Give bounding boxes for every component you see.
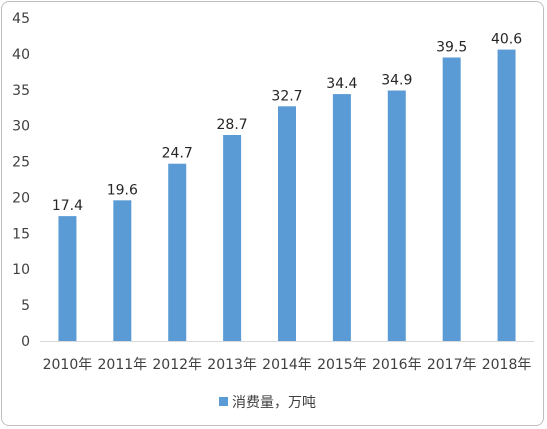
x-tick-label: 2017年 xyxy=(427,357,477,373)
data-label: 32.7 xyxy=(271,88,302,104)
y-tick-label: 35 xyxy=(12,83,30,99)
x-tick-label: 2015年 xyxy=(317,357,367,373)
data-label: 34.4 xyxy=(326,76,357,92)
y-tick-label: 5 xyxy=(21,298,30,314)
bar xyxy=(223,134,242,341)
x-tick-label: 2010年 xyxy=(43,357,93,373)
x-tick-label: 2011年 xyxy=(98,357,148,373)
x-tick-label: 2012年 xyxy=(152,357,202,373)
y-tick-label: 25 xyxy=(12,155,30,171)
legend: 消费量，万吨 xyxy=(219,395,316,411)
x-axis-ticks: 2010年 2011年 2012年 2013年 2014年 2015年 2016年 2017年… xyxy=(43,357,532,373)
y-tick-label: 45 xyxy=(12,11,30,27)
bar xyxy=(497,49,516,342)
x-tick-label: 2013年 xyxy=(207,357,257,373)
x-tick-label: 2018年 xyxy=(482,357,532,373)
y-tick-label: 0 xyxy=(21,334,30,350)
data-label: 39.5 xyxy=(436,39,467,55)
data-label: 40.6 xyxy=(491,32,522,48)
y-tick-label: 10 xyxy=(12,262,30,278)
y-tick-label: 40 xyxy=(12,47,30,63)
bar xyxy=(278,106,296,341)
y-axis-ticks: 0 5 10 15 20 25 30 35 40 45 xyxy=(12,11,30,350)
y-tick-label: 15 xyxy=(12,226,30,242)
legend-label: 消费量，万吨 xyxy=(232,395,316,411)
bar xyxy=(387,90,406,342)
bar xyxy=(442,57,461,341)
bar-series xyxy=(58,49,516,342)
y-tick-label: 20 xyxy=(12,190,30,206)
y-tick-label: 30 xyxy=(12,119,30,135)
data-label: 28.7 xyxy=(217,117,248,133)
data-label: 17.4 xyxy=(52,198,83,214)
x-tick-label: 2016年 xyxy=(372,357,422,373)
x-tick-label: 2014年 xyxy=(262,357,312,373)
data-label: 19.6 xyxy=(107,182,138,198)
legend-swatch xyxy=(219,397,228,406)
bar xyxy=(113,200,132,341)
bar xyxy=(332,94,351,341)
bar xyxy=(168,163,187,341)
bar xyxy=(58,216,77,341)
data-label: 34.9 xyxy=(381,72,412,88)
data-label: 24.7 xyxy=(162,146,193,162)
data-labels: 17.4 19.6 24.7 28.7 32.7 34.4 34.9 39.5 40.6 xyxy=(52,32,522,215)
